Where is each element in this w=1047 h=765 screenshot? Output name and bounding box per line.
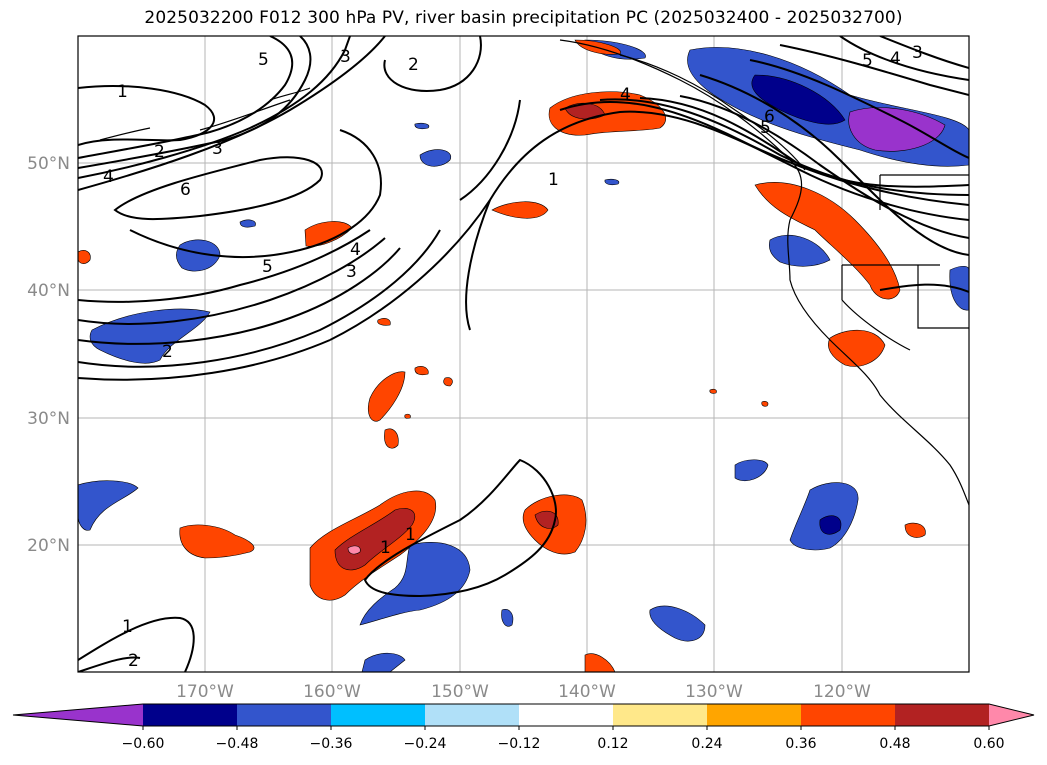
contour-label: 2 [128, 651, 139, 671]
coastlines [99, 39, 969, 506]
colorbar-extend-low [13, 704, 143, 726]
contour-label: 2 [154, 142, 165, 162]
colorbar-tick-label: −0.24 [404, 736, 447, 752]
contour-label: 6 [764, 107, 775, 127]
contour-label: 5 [258, 50, 269, 70]
lon-label-160w: 160°W [303, 682, 361, 702]
colorbar: −0.60 −0.48 −0.36 −0.24 −0.12 0.12 0.24 0.36 0.4… [12, 703, 1035, 752]
lon-label-150w: 150°W [431, 682, 489, 702]
lat-label-20n: 20°N [27, 536, 70, 556]
contour-label: 4 [890, 49, 901, 69]
colorbar-segment [331, 704, 426, 726]
contour-label: 1 [548, 170, 559, 190]
contour-label: 1 [405, 525, 416, 545]
contour-label: 1 [122, 617, 133, 637]
colorbar-segment [613, 704, 708, 726]
lat-label-30n: 30°N [27, 409, 70, 429]
colorbar-segment [801, 704, 896, 726]
longitude-labels: 170°W 160°W 150°W 140°W 130°W 120°W [176, 682, 871, 702]
contour-label: 5 [862, 51, 873, 71]
colorbar-tick-label: 0.36 [785, 736, 816, 752]
colorbar-extend-high [989, 704, 1034, 726]
colorbar-segment [519, 704, 614, 726]
pv-contour-labels: 1 2 3 4 5 6 1 2 5 4 3 1 4 5 5 4 3 6 3 2 … [103, 43, 923, 671]
map-frame [77, 35, 970, 673]
contour-label: 4 [350, 240, 361, 260]
colorbar-tick-label: 0.12 [597, 736, 628, 752]
colorbar-segment [707, 704, 802, 726]
contour-label: 3 [212, 139, 223, 159]
contour-label: 6 [180, 180, 191, 200]
negative-pc-fill [78, 39, 969, 672]
pv-contours [78, 36, 969, 672]
lon-label-140w: 140°W [558, 682, 616, 702]
contour-label: 3 [346, 262, 357, 282]
map-content: 1 2 3 4 5 6 1 2 5 4 3 1 4 5 5 4 3 6 3 2 … [78, 36, 969, 672]
contour-label: 5 [760, 118, 771, 138]
contour-label: 4 [620, 85, 631, 105]
figure-title: 2025032200 F012 300 hPa PV, river basin … [144, 8, 903, 28]
contour-label: 3 [340, 47, 351, 67]
positive-pc-fill [78, 39, 926, 672]
colorbar-tick-label: 0.48 [879, 736, 910, 752]
lon-label-120w: 120°W [813, 682, 871, 702]
contour-label: 1 [380, 538, 391, 558]
colorbar-segment [237, 704, 332, 726]
contour-label: 2 [408, 55, 419, 75]
colorbar-tick-label: 0.24 [691, 736, 722, 752]
latitude-labels: 50°N 40°N 30°N 20°N [27, 154, 70, 556]
colorbar-segment [895, 704, 990, 726]
colorbar-segment [425, 704, 520, 726]
contour-label: 4 [103, 167, 114, 187]
lat-label-50n: 50°N [27, 154, 70, 174]
contour-label: 1 [117, 82, 128, 102]
colorbar-tick-label: −0.48 [216, 736, 259, 752]
colorbar-segment [143, 704, 238, 726]
lon-label-130w: 130°W [685, 682, 743, 702]
contour-label: 2 [162, 342, 173, 362]
lon-label-170w: 170°W [176, 682, 234, 702]
colorbar-tick-label: −0.60 [122, 736, 165, 752]
contour-label: 5 [262, 257, 273, 277]
colorbar-tick-label: −0.12 [498, 736, 541, 752]
contour-label: 3 [912, 43, 923, 63]
colorbar-tick-label: −0.36 [310, 736, 353, 752]
colorbar-tick-label: 0.60 [973, 736, 1004, 752]
lat-label-40n: 40°N [27, 281, 70, 301]
